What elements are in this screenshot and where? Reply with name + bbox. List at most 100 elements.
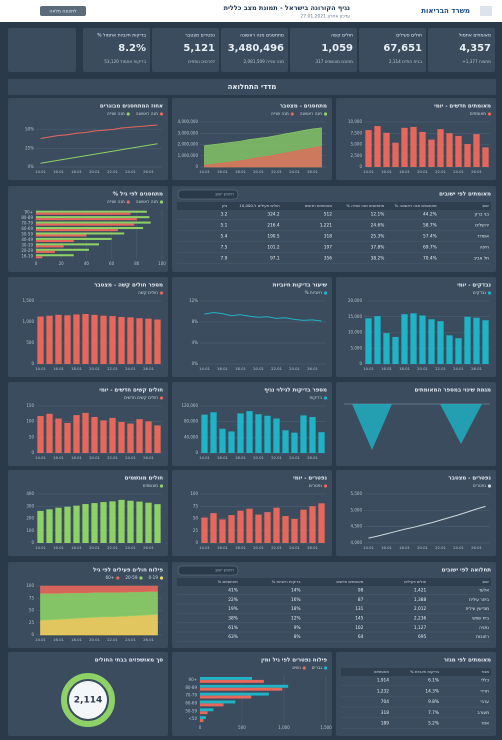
x-tick-label: 18.01	[399, 545, 410, 550]
x-tick-label: 16.01	[381, 545, 392, 550]
bar	[473, 317, 480, 364]
kpi-sub: מנה שנייה 2,081,509	[244, 59, 285, 64]
bar	[374, 126, 381, 167]
y-tick-label: 0	[31, 450, 34, 455]
x-tick-label: 22.01	[107, 545, 118, 550]
table-cell: 7.7%	[428, 710, 439, 716]
bar	[482, 320, 489, 364]
trend-shape	[352, 404, 392, 450]
bar	[55, 418, 62, 453]
header-bar	[0, 0, 502, 22]
table-cell: 5.1	[220, 223, 227, 229]
x-tick-label: 100	[158, 261, 166, 266]
bar	[127, 317, 134, 364]
x-tick-label: 14.01	[199, 366, 210, 371]
table-cell: 14%	[291, 588, 301, 594]
x-tick-label: 20.01	[417, 366, 428, 371]
bar	[100, 315, 107, 364]
table-cell: 25.3%	[371, 234, 385, 240]
x-tick-label: 16.01	[381, 169, 392, 174]
x-tick-label: 26.01	[143, 169, 154, 174]
y-tick-label: 5,000	[351, 142, 363, 147]
table-cell: 695	[418, 634, 426, 640]
y-tick-label: 30-39	[21, 242, 33, 247]
bar	[145, 502, 152, 543]
x-tick-label: 14.01	[35, 545, 46, 550]
bar	[291, 432, 298, 453]
x-tick-label: 18.01	[71, 366, 82, 371]
x-tick-label: 14.01	[363, 545, 374, 550]
table-cell: 1,232	[377, 688, 390, 694]
bar	[36, 221, 151, 224]
table-cell: מעורב	[477, 711, 489, 716]
x-tick-label: 18.01	[399, 169, 410, 174]
area	[40, 585, 158, 594]
table-cell: 8%	[294, 634, 301, 640]
y-tick-label: 0	[31, 361, 34, 366]
column-header: % מתחסנים מנה ראשונה	[395, 203, 437, 208]
chart-title: פילוח נפטרים לפי גיל ומין	[261, 658, 327, 664]
table-cell: 44.2%	[423, 212, 437, 218]
table-cell: תל אביב	[474, 257, 490, 262]
bar	[154, 504, 161, 543]
legend-swatch	[116, 576, 120, 580]
y-tick-label: 2,000,000	[178, 142, 199, 147]
bar	[82, 314, 89, 364]
kpi-card	[221, 28, 288, 72]
kpi-value: 4,357	[459, 43, 491, 54]
bar	[55, 507, 62, 543]
x-tick-label: 16.01	[217, 545, 228, 550]
x-tick-label: 26.01	[307, 169, 318, 174]
x-tick-label: 80	[134, 261, 140, 266]
x-tick-label: 0	[35, 261, 38, 266]
x-tick-label: 22.01	[107, 366, 118, 371]
y-tick-label: 500	[26, 340, 34, 345]
x-tick-label: 1,000	[278, 725, 290, 730]
chart-title: אחוז המתחסנים מבוגרים	[100, 104, 163, 110]
table-cell: חרדי	[480, 689, 489, 694]
search-placeholder: חיפוש ישוב	[215, 192, 234, 197]
panel	[336, 652, 496, 736]
legend-label: % חיוביות	[305, 290, 323, 295]
table-title: מאומתים לפי מגזר	[444, 658, 491, 664]
bar	[273, 507, 280, 543]
bar	[365, 130, 372, 167]
table-cell: 61%	[228, 625, 238, 631]
legend-swatch	[139, 576, 143, 580]
x-tick-label: 14.01	[35, 169, 46, 174]
legend-label: מנה ראשונה	[136, 111, 158, 116]
table-title: מאומתים לפי ישובים	[439, 192, 491, 198]
table-cell: 356	[324, 256, 332, 262]
table-cell: 63%	[228, 634, 238, 640]
x-tick-label: 22.01	[107, 637, 118, 642]
y-tick-label: 50	[29, 608, 35, 613]
bar	[36, 239, 74, 242]
search-box[interactable]	[177, 189, 239, 200]
full-view-button[interactable]	[40, 6, 86, 16]
line	[40, 143, 158, 164]
bar	[401, 127, 408, 167]
x-tick-label: 20.01	[417, 545, 428, 550]
kpi-sub: לפרטים נוספים	[188, 59, 216, 64]
table-cell: 12.1%	[371, 212, 385, 218]
x-tick-label: 26.01	[143, 637, 154, 642]
search-box[interactable]	[177, 565, 239, 576]
bar	[36, 234, 87, 237]
x-tick-label: 20.01	[417, 169, 428, 174]
bar	[255, 514, 262, 543]
y-tick-label: 70-79	[21, 221, 33, 226]
y-tick-label: 4%	[192, 340, 199, 345]
x-tick-label: 20.01	[253, 545, 264, 550]
table-cell: 97.1	[270, 256, 280, 262]
bar	[36, 223, 135, 226]
x-tick-label: 26.01	[143, 366, 154, 371]
y-tick-label: 100	[26, 528, 34, 533]
y-tick-label: 5,500	[351, 491, 363, 496]
chart-title: מאומתים חדשים - יומי	[434, 104, 491, 110]
bar	[73, 415, 80, 453]
kpi-card	[290, 28, 357, 72]
legend-label: 20-59	[125, 575, 138, 580]
menu-icon[interactable]	[480, 6, 492, 16]
x-tick-label: 26.01	[471, 366, 482, 371]
table-cell: 69.7%	[423, 245, 437, 251]
